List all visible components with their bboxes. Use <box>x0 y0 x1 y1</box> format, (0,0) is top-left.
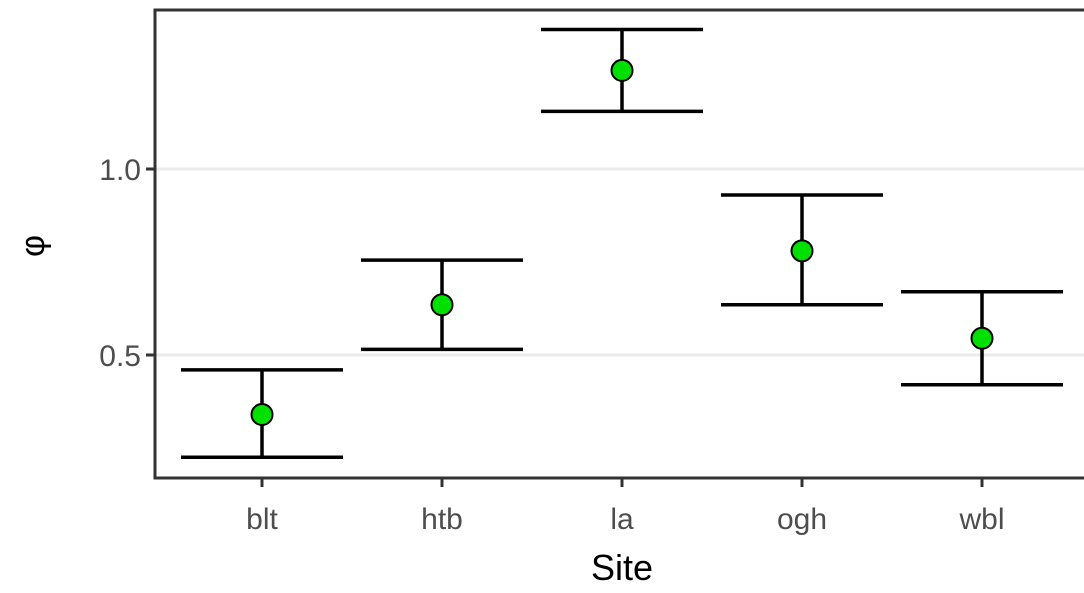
grid-layer <box>155 167 1084 357</box>
data-point-wbl <box>970 326 994 350</box>
x-tick-label-wbl: wbl <box>958 503 1004 536</box>
x-tick-label-ogh: ogh <box>777 503 827 536</box>
errorbar-layer <box>181 27 1063 460</box>
x-tick-label-blt: blt <box>246 503 278 536</box>
y-axis: 0.5 1.0 <box>99 154 155 373</box>
data-point-blt <box>250 403 274 427</box>
x-axis: blt htb la ogh wbl <box>246 478 1005 536</box>
y-tick-label-0.5: 0.5 <box>99 340 141 373</box>
data-point-la <box>610 58 634 82</box>
data-point-htb <box>430 293 454 317</box>
data-point-ogh <box>790 239 814 263</box>
y-axis-title: φ <box>14 235 52 257</box>
y-tick-label-1.0: 1.0 <box>99 154 141 187</box>
x-axis-title: Site <box>591 547 653 588</box>
point-layer <box>250 58 994 427</box>
x-tick-label-htb: htb <box>421 503 463 536</box>
x-tick-label-la: la <box>610 503 634 536</box>
